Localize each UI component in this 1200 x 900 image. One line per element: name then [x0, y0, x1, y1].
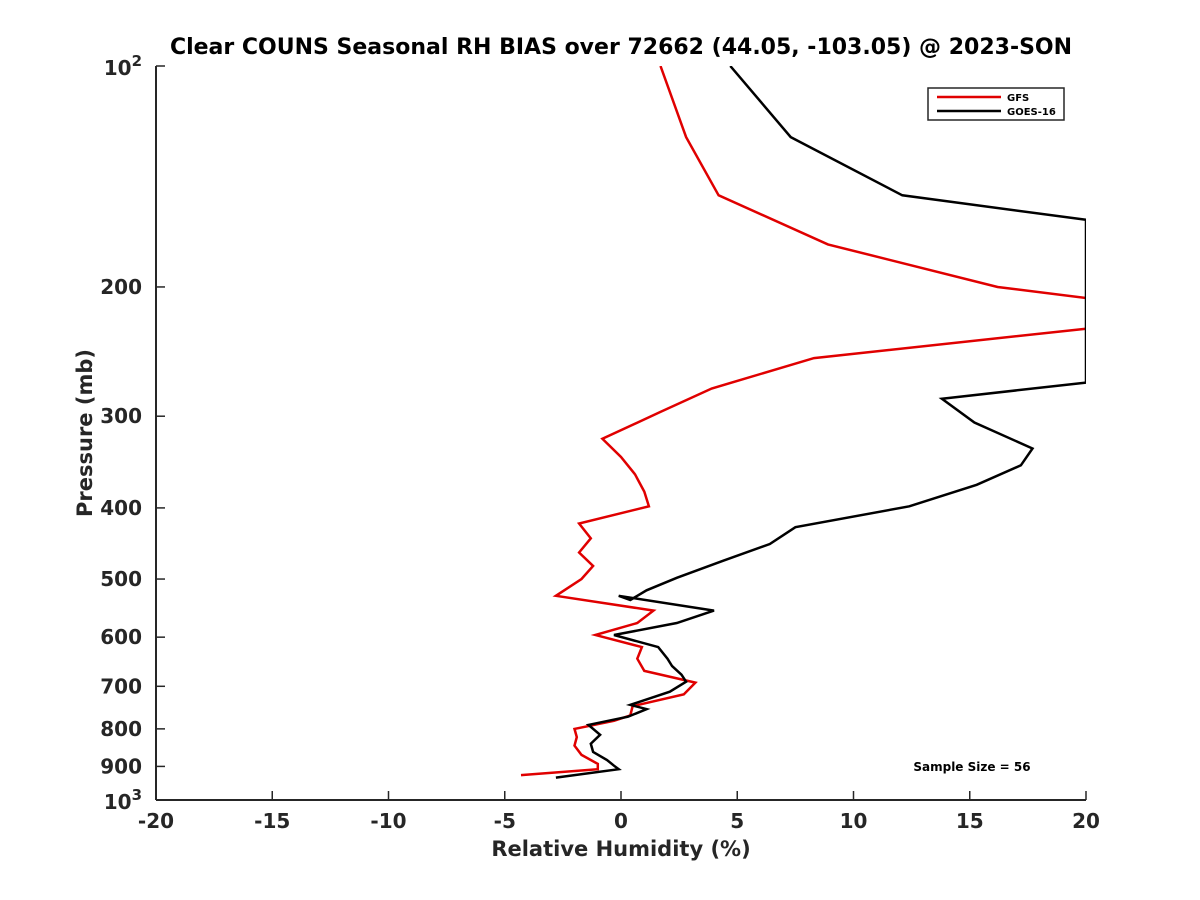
y-tick-label: 600 — [100, 625, 142, 649]
legend-gfs-label: GFS — [1007, 93, 1029, 104]
y-tick-label: 200 — [100, 275, 142, 299]
y-tick-label: 400 — [100, 496, 142, 520]
x-tick-label: 0 — [614, 809, 628, 833]
x-axis-label: Relative Humidity (%) — [491, 837, 750, 861]
x-tick-label: 5 — [730, 809, 744, 833]
series-line-goes-16 — [555, 66, 1086, 779]
y-axis-label: Pressure (mb) — [73, 349, 97, 517]
x-tick-label: 15 — [956, 809, 984, 833]
x-tick-label: -5 — [494, 809, 516, 833]
series-layer — [520, 66, 1086, 779]
y-tick-label: 103 — [104, 786, 142, 814]
x-tick-label: -15 — [254, 809, 290, 833]
legend-goes16-label: GOES-16 — [1007, 107, 1056, 118]
y-tick-label: 300 — [100, 404, 142, 428]
plot-area — [156, 66, 1086, 800]
legend-box — [927, 87, 1065, 121]
y-ticks: 102 200 300 400 500 600 700 800 900 103 — [100, 52, 165, 814]
x-ticks: -20 -15 -10 -5 0 5 10 15 20 — [138, 791, 1100, 833]
chart-title: Clear COUNS Seasonal RH BIAS over 72662 … — [170, 35, 1072, 60]
y-tick-label: 900 — [100, 754, 142, 778]
x-tick-label: -10 — [370, 809, 406, 833]
y-tick-label: 700 — [100, 674, 142, 698]
x-tick-label: -20 — [138, 809, 174, 833]
y-tick-label: 800 — [100, 717, 142, 741]
x-tick-label: 20 — [1072, 809, 1100, 833]
x-tick-label: 10 — [840, 809, 868, 833]
sample-size-annotation: Sample Size = 56 — [913, 760, 1030, 774]
y-tick-label: 102 — [104, 52, 142, 80]
y-tick-label: 500 — [100, 567, 142, 591]
legend: GFS GOES-16 — [927, 87, 1065, 121]
